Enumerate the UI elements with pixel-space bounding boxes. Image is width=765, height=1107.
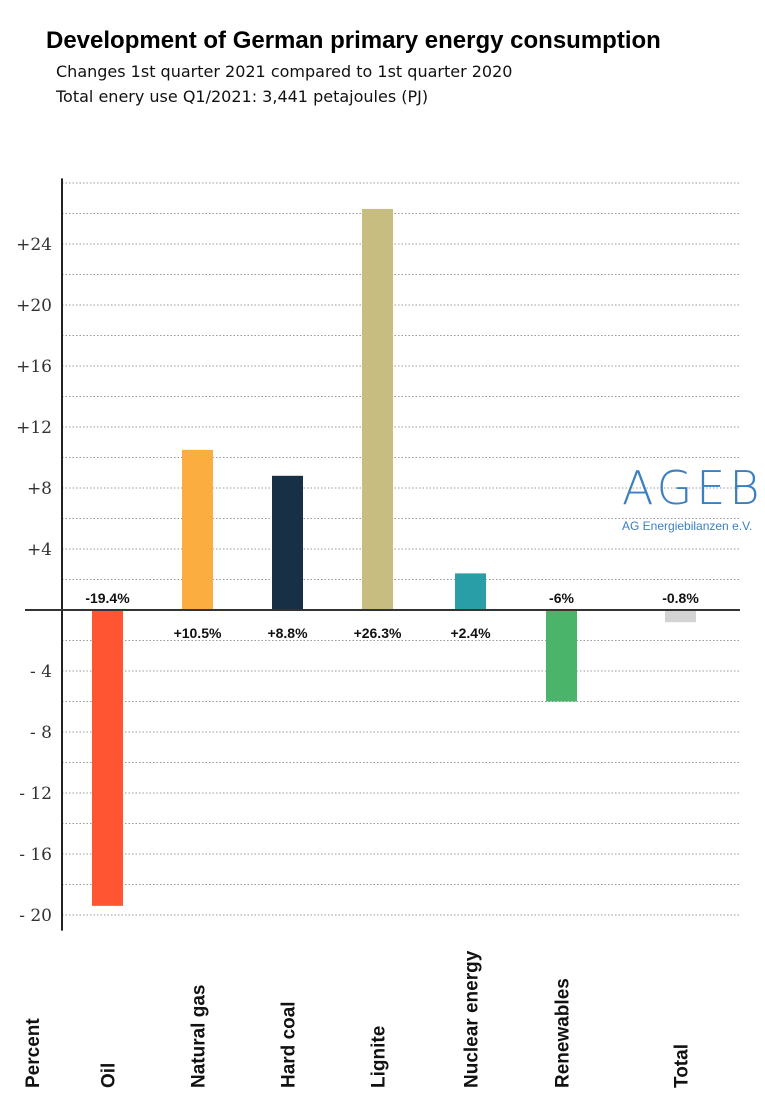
logo-main-text: AGEB — [622, 461, 764, 515]
category-label: Renewables — [553, 978, 574, 1088]
y-tick-label: +16 — [16, 357, 52, 377]
bar-lignite — [362, 208, 393, 611]
data-label: +26.3% — [354, 625, 402, 641]
y-tick-label: - 16 — [19, 845, 52, 865]
category-label: Lignite — [369, 1026, 390, 1088]
category-label: Natural gas — [189, 985, 210, 1088]
ageb-logo: AGEB AG Energiebilanzen e.V. — [622, 460, 764, 534]
y-tick-label: +4 — [27, 540, 52, 560]
bar-hard-coal — [272, 475, 303, 610]
data-label: -19.4% — [85, 590, 130, 606]
category-label: Oil — [99, 1063, 120, 1088]
y-axis-label: Percent — [23, 1018, 44, 1088]
y-tick-label: +8 — [27, 479, 52, 499]
chart-subtitle-2: Total enery use Q1/2021: 3,441 petajoule… — [56, 87, 429, 106]
bar-oil — [92, 610, 123, 906]
y-tick-label: - 8 — [30, 723, 52, 743]
y-tick-label: +24 — [16, 235, 52, 255]
category-label: Hard coal — [279, 1001, 300, 1088]
bar-total — [665, 610, 696, 623]
bar-nuclear-energy — [455, 573, 486, 610]
chart-title: Development of German primary energy con… — [46, 27, 661, 54]
category-label: Total — [672, 1044, 693, 1088]
category-label: Nuclear energy — [462, 950, 483, 1088]
logo-sub-text: AG Energiebilanzen e.V. — [622, 519, 753, 533]
data-label: -0.8% — [662, 590, 699, 606]
chart-subtitle-1: Changes 1st quarter 2021 compared to 1st… — [56, 62, 513, 81]
data-label: +2.4% — [450, 625, 491, 641]
bar-natural-gas — [182, 449, 213, 610]
y-tick-label: +20 — [16, 296, 52, 316]
y-tick-label: - 4 — [30, 662, 52, 682]
data-label: +10.5% — [174, 625, 222, 641]
data-label: +8.8% — [267, 625, 308, 641]
data-label: -6% — [549, 590, 574, 606]
bar-renewables — [546, 610, 577, 702]
y-tick-label: - 20 — [19, 906, 52, 926]
y-tick-label: +12 — [16, 418, 52, 438]
y-tick-label: - 12 — [19, 784, 52, 804]
